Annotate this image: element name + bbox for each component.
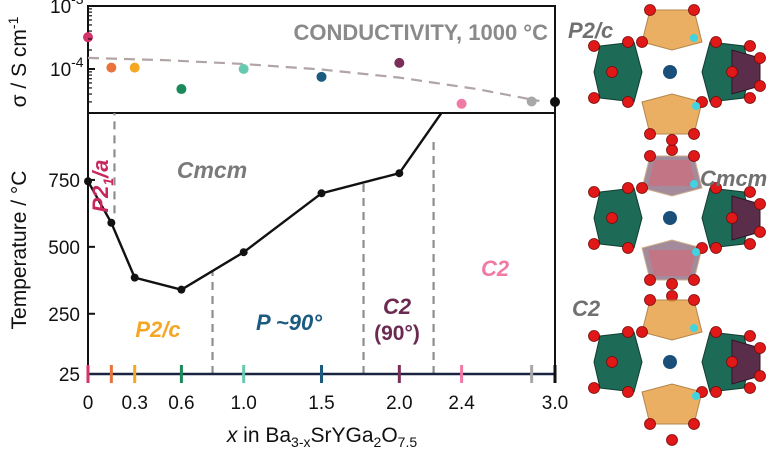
conductivity-y-axis: 10-310-4 [50, 0, 95, 114]
phase-boundary-point-5 [317, 189, 326, 198]
phase-label-p-90: P ~90° [256, 310, 322, 335]
xtick-label-4: 1.5 [308, 393, 334, 414]
phase-boundary-points [84, 169, 404, 294]
xtick-label-6: 2.4 [448, 393, 475, 414]
conductivity-y-axis-label-main: σ / S cm [8, 29, 31, 107]
conductivity-point-5 [316, 71, 327, 82]
temperature-ytick-label-3: 750 [48, 171, 80, 192]
x-axis-label-part3: O [381, 424, 397, 447]
phase-boundary-point-4 [239, 248, 248, 257]
x-axis-label-sub1: 3-x [291, 434, 310, 450]
xtick-label-7: 3.0 [542, 393, 568, 414]
conductivity-ytick-label-1: 10-4 [50, 54, 84, 81]
xtick-label-5: 2.0 [386, 393, 412, 414]
xtick-label-2: 0.6 [168, 393, 194, 414]
phase-label-c2: C2 [481, 256, 510, 281]
structure-label-cmcm: Cmcm [700, 166, 767, 191]
phase-label-p21a-sub: 1 [100, 178, 116, 186]
phase-boundary-point-2 [130, 273, 139, 282]
x-axis-label-sub3: 7.5 [398, 434, 418, 450]
composition-colored-ticks [86, 365, 557, 383]
x-axis-ticks: 0 0.3 0.6 1.0 1.5 2.0 2.4 3.0 [83, 393, 569, 414]
xtick-label-3: 1.0 [230, 393, 256, 414]
phase-label-p21a-main: P2 [88, 185, 113, 213]
phase-boundary-point-3 [177, 285, 186, 294]
phase-diagram-panel: 0 0.3 0.6 1.0 1.5 2.0 2.4 3.0 25 250 500 750 Tempe… [8, 112, 569, 450]
phase-label-p2c: P2/c [135, 317, 180, 342]
temperature-y-axis: 25 250 500 750 [48, 171, 95, 386]
conductivity-point-3 [176, 84, 187, 95]
conductivity-y-axis-label: σ / S cm-1 [5, 16, 31, 107]
conductivity-ytick-exp-0: -3 [71, 0, 84, 7]
crystal-structures: P2/c Cmcm C2 [568, 4, 767, 446]
conductivity-point-7 [456, 98, 467, 109]
x-axis-label: x in Ba3-xSrYGa2O7.5 [226, 424, 418, 450]
temperature-ytick-label-1: 250 [48, 305, 80, 326]
x-axis-label-part1: in Ba [237, 424, 291, 447]
temperature-y-axis-label: Temperature / °C [8, 171, 31, 330]
xtick-label-0: 0 [83, 393, 94, 414]
x-axis-label-var: x [226, 424, 239, 447]
conductivity-ytick-exp-1: -4 [71, 54, 84, 70]
x-axis-label-sub2: 2 [374, 434, 382, 450]
x-axis-label-part2: SrYGa [311, 424, 374, 447]
conductivity-ytick-base-1: 10 [50, 60, 71, 81]
conductivity-point-0 [83, 32, 93, 43]
conductivity-y-axis-label-sup: -1 [5, 16, 21, 29]
phase-label-p21a-rest: /a [88, 159, 113, 178]
structure-c2 [588, 278, 766, 446]
xtick-label-1: 0.3 [121, 393, 147, 414]
conductivity-point-6 [394, 57, 405, 68]
conductivity-point-4 [238, 63, 249, 74]
conductivity-ytick-base-0: 10 [50, 0, 71, 18]
phase-boundary-point-6 [395, 169, 404, 178]
conductivity-point-9 [550, 96, 560, 107]
conductivity-ytick-label-0: 10-3 [50, 0, 84, 18]
temperature-ytick-label-0: 25 [59, 365, 80, 386]
phase-label-c2-90: C2 [383, 294, 412, 319]
phase-boundary-point-1 [107, 218, 116, 227]
structure-label-c2: C2 [572, 296, 601, 321]
structure-label-p2c: P2/c [568, 18, 613, 43]
conductivity-panel: CONDUCTIVITY, 1000 °C 10-310-4 σ / S cm-… [5, 0, 560, 114]
conductivity-trend-line [87, 56, 540, 103]
phase-label-p21a: P21/a [88, 159, 116, 212]
phase-boundary-line [86, 112, 443, 291]
phase-boundary-dashed-lines [113, 113, 435, 374]
phase-label-c2-90-sub: (90°) [374, 322, 420, 345]
structure-cmcm [588, 134, 766, 302]
conductivity-point-1 [106, 62, 117, 73]
conductivity-points [83, 32, 560, 109]
temperature-ytick-label-2: 500 [48, 238, 80, 259]
phase-label-cmcm: Cmcm [177, 157, 247, 183]
structure-p2c [588, 4, 766, 156]
conductivity-point-2 [129, 62, 140, 73]
conductivity-title: CONDUCTIVITY, 1000 °C [293, 20, 548, 45]
conductivity-point-8 [526, 96, 537, 107]
